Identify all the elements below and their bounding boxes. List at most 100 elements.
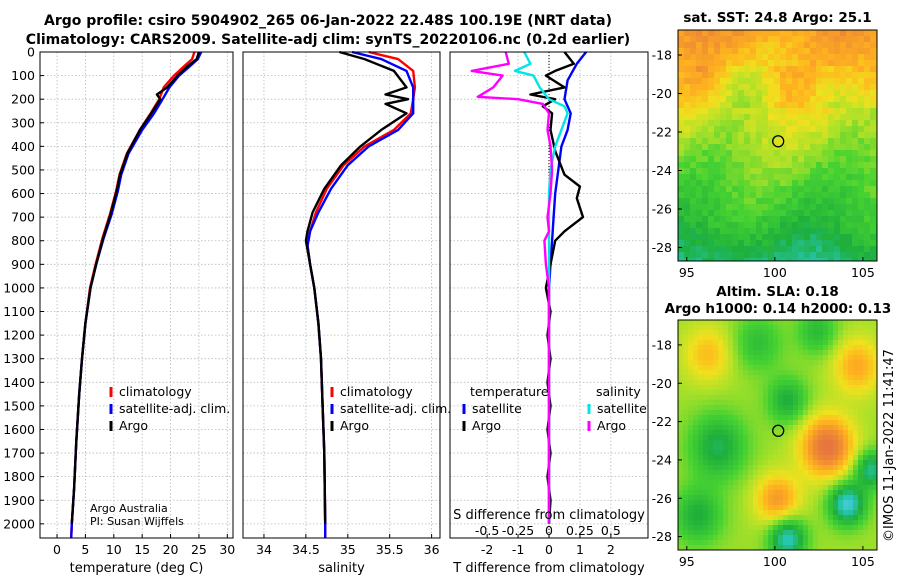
map-y-tick-label: -22 (652, 125, 672, 140)
y-tick-label: 700 (11, 210, 35, 225)
y-tick-label: 1300 (3, 351, 35, 366)
map-x-tick-label: 100 (763, 265, 787, 280)
s-tick-label: -0.25 (502, 523, 534, 538)
x-tick-label: 2 (607, 542, 615, 557)
title-line-2: Climatology: CARS2009. Satellite-adj cli… (26, 32, 630, 48)
map-y-tick-label: -26 (652, 202, 672, 217)
map-field (678, 30, 877, 261)
x-tick-label: 25 (191, 542, 207, 557)
map-frame (677, 29, 878, 262)
map-y-tick-label: -24 (652, 452, 672, 467)
y-tick-label: 1000 (3, 280, 35, 295)
salinity-panel: 34 34.5 35 35.5 36 salinity climatology satelli… (242, 50, 451, 576)
x-tick-label: 5 (81, 542, 89, 557)
argo-float-marker (772, 135, 785, 148)
y-tick-label: 1400 (3, 375, 35, 390)
x-tick-label: 1 (576, 542, 584, 557)
map-x-tick-label: 95 (679, 554, 695, 569)
sst-map-panel: 95 100 105 -18 -20 -22 -24 -26 -28 sat. SST: 24.8… (652, 10, 878, 280)
y-tick-label: 300 (11, 115, 35, 130)
x-axis-label: salinity (318, 561, 365, 576)
x-tick-label: 30 (219, 542, 235, 557)
x-tick-label: -2 (481, 542, 493, 557)
legend-label: satellite (597, 401, 647, 416)
map-frame (677, 319, 878, 551)
map-x-tick-label: 100 (763, 554, 787, 569)
map-y-tick-label: -20 (652, 376, 672, 391)
map-y-tick-label: -22 (652, 414, 672, 429)
y-tick-label: 400 (11, 139, 35, 154)
y-tick-label: 1200 (3, 328, 35, 343)
map-y-tick-label: -18 (652, 48, 672, 63)
map-y-tick-label: -28 (652, 529, 672, 544)
s-tick-label: -0.5 (475, 523, 499, 538)
y-tick-label: 1600 (3, 422, 35, 437)
legend-label: satellite-adj. clim. (340, 401, 451, 416)
x-tick-label: 34 (256, 542, 272, 557)
legend-label: satellite-adj. clim. (119, 401, 230, 416)
y-tick-label: 0 (27, 45, 35, 60)
map-x-tick-label: 105 (851, 265, 875, 280)
legend-title-salinity: salinity (596, 384, 641, 399)
credit-line-2: PI: Susan Wijffels (90, 515, 184, 528)
sst-map-title: sat. SST: 24.8 Argo: 25.1 (683, 10, 871, 26)
sla-map-subtitle: Argo h1000: 0.14 h2000: 0.13 (665, 301, 892, 317)
y-tick-label: 1800 (3, 469, 35, 484)
map-y-tick-label: -20 (652, 86, 672, 101)
legend-label: satellite (472, 401, 522, 416)
x-tick-label: 36 (424, 542, 440, 557)
y-tick-label: 1700 (3, 446, 35, 461)
x-axis-label: T difference from climatology (452, 561, 645, 576)
y-tick-label: 500 (11, 162, 35, 177)
series-line-argo-salinity- (470, 51, 554, 524)
y-tick-label: 800 (11, 233, 35, 248)
y-tick-label: 100 (11, 68, 35, 83)
s-tick-label: 0.5 (601, 523, 621, 538)
map-x-tick-label: 105 (851, 554, 875, 569)
legend-label: Argo (119, 418, 148, 433)
y-tick-label: 1500 (3, 398, 35, 413)
difference-panel: -2 -1 0 1 2 T difference from climatology temp… (449, 51, 649, 576)
legend-label: climatology (340, 384, 413, 399)
y-tick-label: 1100 (3, 304, 35, 319)
y-tick-label: 2000 (3, 516, 35, 531)
legend-title-temperature: temperature (470, 384, 549, 399)
x-tick-label: 34.5 (292, 542, 320, 557)
map-y-tick-label: -26 (652, 491, 672, 506)
copyright-stamp: ©IMOS 11-Jan-2022 11:41:47 (882, 349, 897, 542)
map-y-tick-label: -28 (652, 240, 672, 255)
x-axis-label: temperature (deg C) (70, 561, 204, 576)
series-line-satellite-salinity- (513, 51, 569, 524)
s-axis-label: S difference from climatology (453, 508, 645, 523)
s-tick-label: 0 (545, 523, 553, 538)
x-tick-label: 0 (545, 542, 553, 557)
map-x-tick-label: 95 (679, 265, 695, 280)
legend-label: climatology (119, 384, 192, 399)
y-tick-label: 900 (11, 257, 35, 272)
y-tick-label: 600 (11, 186, 35, 201)
series-line-argo (70, 51, 201, 524)
legend-label: Argo (340, 418, 369, 433)
x-tick-label: -1 (512, 542, 524, 557)
axes-frame (242, 51, 441, 539)
temperature-panel: 0 100 200 300 400 500 600 700 800 900 1000 1100 1200… (3, 45, 235, 577)
axes-frame (449, 51, 649, 539)
sla-map-panel: 95 100 105 -18 -20 -22 -24 -26 -28 Altim. SLA: 0.… (652, 284, 892, 569)
x-tick-label: 35 (340, 542, 356, 557)
series-line-satellite-adj-clim- (70, 51, 203, 539)
map-y-tick-label: -18 (652, 337, 672, 352)
x-tick-label: 35.5 (376, 542, 404, 557)
y-tick-label: 200 (11, 92, 35, 107)
credit-line-1: Argo Australia (90, 502, 168, 515)
x-tick-label: 20 (163, 542, 179, 557)
axes-frame (39, 51, 234, 539)
title-line-1: Argo profile: csiro 5904902_265 06-Jan-2… (44, 13, 612, 29)
series-line-argo (304, 50, 410, 524)
x-tick-label: 10 (106, 542, 122, 557)
sla-map-title: Altim. SLA: 0.18 (716, 284, 838, 300)
y-tick-label: 1900 (3, 493, 35, 508)
s-tick-label: 0.25 (566, 523, 594, 538)
legend-label: Argo (472, 418, 501, 433)
x-tick-label: 15 (134, 542, 150, 557)
